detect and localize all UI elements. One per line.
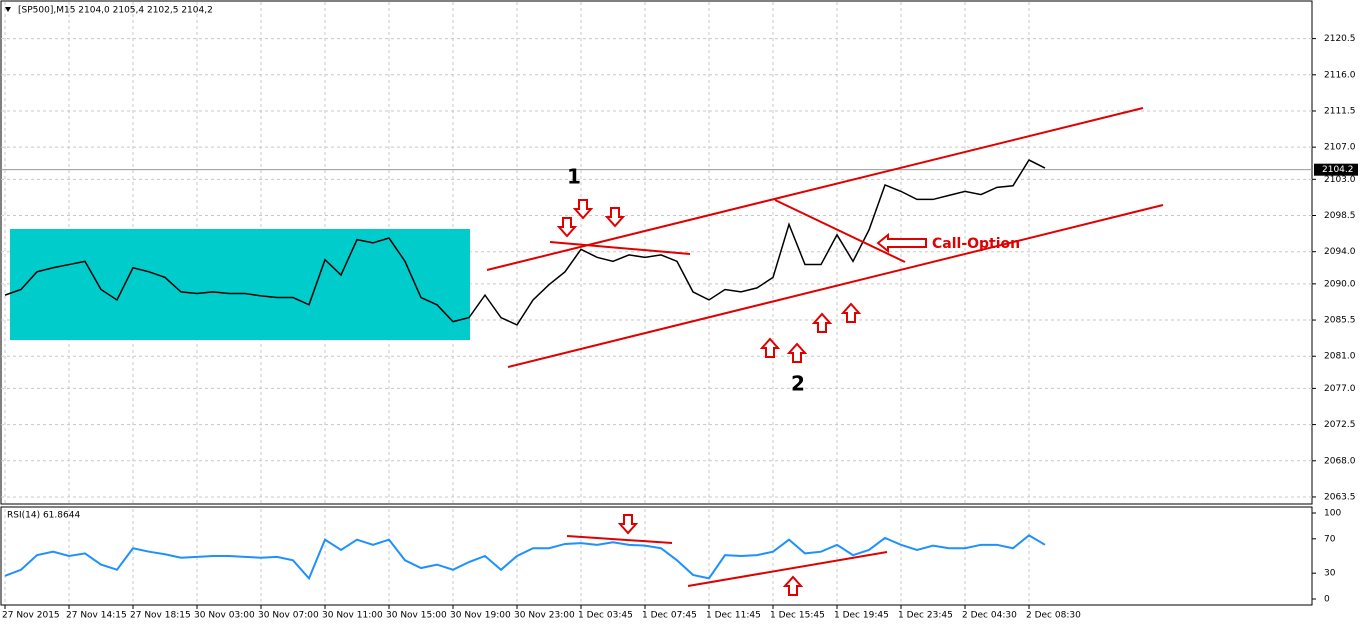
x-tick-label: 30 Nov 07:00 (258, 611, 319, 621)
y-tick-label: 2116.0 (1324, 70, 1356, 80)
y-tick-label: 2068.0 (1324, 456, 1356, 466)
x-tick-label: 1 Dec 11:45 (706, 611, 761, 621)
rsi-panel (0, 506, 1313, 606)
y-tick-label: 2085.5 (1324, 316, 1356, 326)
y-tick-label: 2090.0 (1324, 279, 1356, 289)
menu-icon (5, 7, 11, 12)
y-tick-label: 2063.5 (1324, 492, 1356, 502)
x-tick-label: 30 Nov 23:00 (514, 611, 575, 621)
arrows (558, 199, 927, 596)
y-tick-label: 70 (1324, 534, 1336, 544)
rsi-title: RSI(14) 61.8644 (7, 511, 80, 521)
y-tick-label: 2081.0 (1324, 352, 1356, 362)
x-tick-label: 27 Nov 14:15 (66, 611, 127, 621)
price-panel (0, 0, 1313, 505)
y-tick-label: 2098.5 (1324, 211, 1356, 221)
range-box (10, 229, 470, 340)
y-tick-label: 2107.0 (1324, 143, 1356, 153)
header: [SP500],M15 2104,0 2105,4 2102,5 2104,2 (18, 6, 213, 16)
y-tick-label: 2103.0 (1324, 175, 1356, 185)
x-tick-label: 1 Dec 15:45 (770, 611, 825, 621)
x-tick-label: 30 Nov 11:00 (322, 611, 383, 621)
y-tick-label: 2111.5 (1324, 106, 1356, 116)
y-tick-label: 0 (1324, 595, 1330, 605)
y-tick-label: 2072.5 (1324, 420, 1356, 430)
x-tick-label: 1 Dec 03:45 (578, 611, 633, 621)
y-tick-label: 2120.5 (1324, 34, 1356, 44)
x-tick-label: 2 Dec 08:30 (1026, 611, 1081, 621)
call-option-label: Call-Option (932, 236, 1020, 252)
x-tick-label: 1 Dec 19:45 (834, 611, 889, 621)
y-tick-label: 2077.0 (1324, 384, 1356, 394)
label-1: 1 (567, 165, 581, 189)
x-tick-label: 30 Nov 19:00 (450, 611, 511, 621)
x-tick-label: 30 Nov 03:00 (194, 611, 255, 621)
series-line (4, 159, 1046, 326)
y-tick-label: 100 (1324, 509, 1341, 519)
last-price-label: 2104.2 (1322, 165, 1354, 175)
series-line (4, 534, 1046, 581)
y-tick-label: 2094.0 (1324, 247, 1356, 257)
label-2: 2 (791, 372, 805, 396)
y-tick-label: 30 (1324, 569, 1336, 579)
x-tick-label: 1 Dec 23:45 (898, 611, 953, 621)
x-tick-label: 30 Nov 15:00 (386, 611, 447, 621)
last-price-box (1314, 163, 1358, 176)
x-tick-label: 27 Nov 2015 (2, 611, 60, 621)
x-tick-label: 27 Nov 18:15 (130, 611, 191, 621)
x-tick-label: 1 Dec 07:45 (642, 611, 697, 621)
trendlines (486, 107, 1164, 587)
x-tick-label: 2 Dec 04:30 (962, 611, 1017, 621)
